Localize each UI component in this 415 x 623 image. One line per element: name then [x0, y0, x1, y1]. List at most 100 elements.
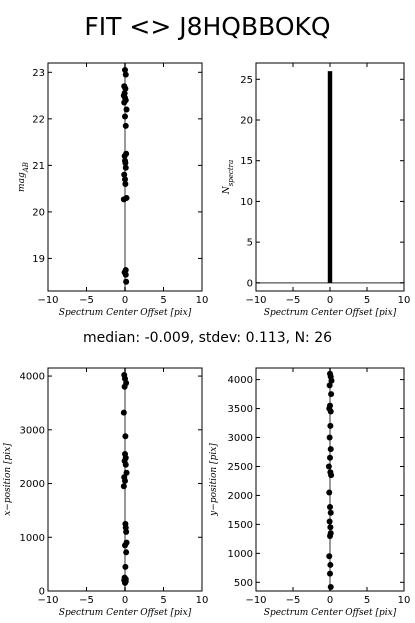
- y-tick-label: 1000: [228, 549, 253, 560]
- x-tick-label: −10: [37, 595, 58, 606]
- x-tick-label: −5: [286, 595, 301, 606]
- x-tick-label: −10: [37, 295, 58, 306]
- x-axis-label: Spectrum Center Offset [pix]: [264, 308, 397, 318]
- x-tick-label: 0: [122, 595, 128, 606]
- data-point: [327, 570, 333, 577]
- data-point: [121, 383, 128, 390]
- data-point: [122, 122, 129, 129]
- data-point: [120, 409, 127, 416]
- y-tick-label: 1500: [228, 520, 253, 531]
- data-point: [122, 180, 129, 187]
- y-tick-label: 2000: [228, 491, 253, 502]
- data-point: [327, 422, 334, 429]
- data-point: [326, 553, 333, 560]
- y-tick-label: 2000: [20, 479, 45, 490]
- data-point: [122, 461, 129, 468]
- data-point: [122, 524, 129, 531]
- data-point: [122, 66, 128, 73]
- x-tick-label: 0: [327, 595, 333, 606]
- x-tick-label: 10: [196, 295, 209, 306]
- data-point: [327, 454, 333, 461]
- chart-mag-vs-offset: −10 −5 0 5 10 19 20 21 22 23 Spectrum Center Offse…: [17, 62, 209, 318]
- y-tick-label: 0: [39, 587, 45, 598]
- data-point: [327, 446, 334, 453]
- y-tick-label: 20: [240, 116, 253, 127]
- data-point: [122, 71, 129, 78]
- data-point: [120, 196, 127, 203]
- y-tick-label: 3500: [228, 404, 253, 415]
- x-tick-label: −5: [79, 295, 94, 306]
- x-tick-label: 5: [160, 595, 166, 606]
- y-tick-label: 500: [234, 578, 253, 589]
- y-axis-label: magAB: [17, 162, 30, 192]
- y-tick-label: 19: [32, 254, 45, 265]
- x-tick-label: 10: [196, 595, 209, 606]
- y-tick-label: 0: [247, 278, 253, 289]
- x-tick-label: −10: [245, 295, 266, 306]
- x-tick-label: 5: [364, 595, 370, 606]
- y-tick-label: 21: [32, 161, 45, 172]
- data-point: [122, 113, 128, 120]
- data-point: [123, 278, 130, 285]
- y-tick-label: 25: [240, 75, 253, 86]
- data-point: [326, 434, 333, 441]
- data-point: [122, 176, 128, 183]
- y-tick-label: 2500: [228, 462, 253, 473]
- summary-statistics: median: -0.009, stdev: 0.113, N: 26: [82, 330, 333, 346]
- y-tick-label: 5: [247, 238, 253, 249]
- chart-count-histogram: −10 −5 0 5 10 0 5 10 15 20 25 Spectrum Center Offse…: [222, 62, 411, 318]
- x-axis-label: Spectrum Center Offset [pix]: [59, 608, 192, 618]
- x-tick-label: 10: [398, 595, 411, 606]
- data-point: [327, 509, 334, 516]
- y-axis-label: Nspectra: [222, 160, 235, 195]
- y-tick-label: 3000: [20, 425, 45, 436]
- data-point: [123, 106, 130, 113]
- data-point: [326, 518, 333, 525]
- chart-xposition-vs-offset: −10 −5 0 5 10 0 1000 2000 3000 4000 Spectrum Cente…: [3, 367, 209, 618]
- data-point: [327, 504, 333, 511]
- x-tick-label: 5: [160, 295, 166, 306]
- y-tick-label: 23: [32, 68, 45, 79]
- x-tick-label: 10: [398, 295, 411, 306]
- data-point: [328, 377, 335, 384]
- x-axis-label: Spectrum Center Offset [pix]: [264, 608, 397, 618]
- data-point: [122, 542, 128, 549]
- y-tick-label: 4000: [20, 372, 45, 383]
- data-point: [328, 391, 335, 398]
- data-point: [122, 160, 129, 167]
- data-point: [327, 583, 334, 590]
- y-axis-label: y−position [pix]: [209, 443, 219, 517]
- x-axis-label: Spectrum Center Offset [pix]: [59, 308, 192, 318]
- data-point: [327, 524, 334, 531]
- page-title: FIT <> J8HQBBOKQ: [84, 12, 331, 41]
- data-point: [327, 408, 334, 415]
- x-tick-label: 5: [364, 295, 370, 306]
- y-tick-label: 22: [32, 114, 45, 125]
- x-tick-label: 0: [122, 295, 128, 306]
- data-point: [122, 85, 129, 92]
- y-tick-label: 4000: [228, 375, 253, 386]
- x-tick-label: −5: [79, 595, 94, 606]
- histogram-bar: [327, 71, 333, 283]
- chart-yposition-vs-offset: −10 −5 0 5 10 500 1000 1500 2000 2500 3000 3500 4000…: [209, 367, 411, 618]
- data-point: [120, 483, 127, 490]
- data-point: [326, 382, 333, 389]
- data-point: [123, 150, 130, 157]
- data-point: [121, 171, 128, 178]
- data-point: [122, 563, 129, 570]
- y-tick-label: 10: [240, 197, 253, 208]
- data-point: [122, 433, 129, 440]
- x-tick-label: −5: [286, 295, 301, 306]
- data-point: [326, 489, 333, 496]
- data-point: [121, 99, 128, 106]
- data-point: [327, 561, 334, 568]
- data-point: [123, 549, 130, 556]
- data-point: [122, 576, 129, 583]
- x-tick-label: 0: [327, 295, 333, 306]
- data-point: [327, 532, 333, 539]
- data-point: [325, 463, 332, 470]
- x-tick-label: −10: [245, 595, 266, 606]
- y-axis-label: x−position [pix]: [3, 443, 13, 516]
- y-tick-label: 3000: [228, 433, 253, 444]
